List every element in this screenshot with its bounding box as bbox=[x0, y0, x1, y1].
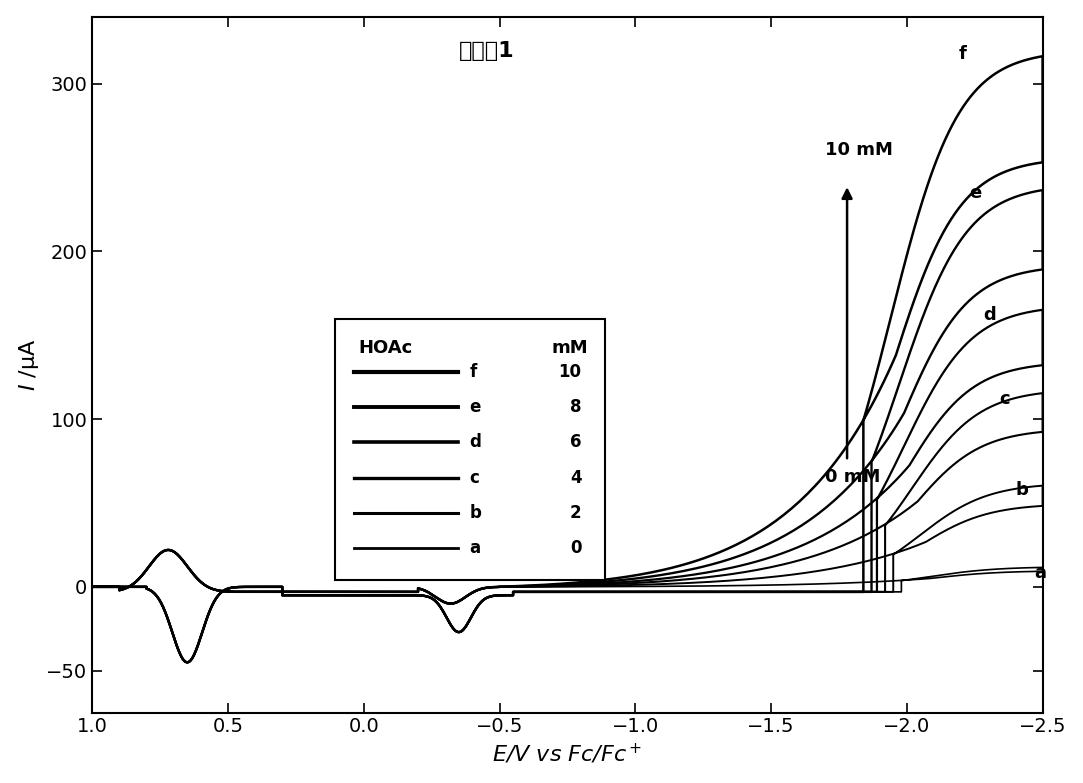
Text: f: f bbox=[958, 45, 966, 63]
Text: d: d bbox=[983, 306, 995, 324]
Text: 8: 8 bbox=[570, 398, 582, 416]
Text: 6: 6 bbox=[570, 433, 582, 451]
Text: HOAc: HOAc bbox=[358, 339, 413, 357]
Text: e: e bbox=[969, 184, 981, 202]
Text: c: c bbox=[1000, 390, 1009, 408]
Text: 4: 4 bbox=[570, 469, 582, 487]
Text: e: e bbox=[470, 398, 481, 416]
Text: d: d bbox=[470, 433, 481, 451]
Text: 0 mM: 0 mM bbox=[825, 468, 880, 486]
Text: 10: 10 bbox=[559, 363, 582, 381]
Text: a: a bbox=[470, 539, 481, 557]
Text: 10 mM: 10 mM bbox=[825, 141, 893, 159]
Bar bbox=[335, 319, 605, 580]
Y-axis label: $I$ /μA: $I$ /μA bbox=[16, 338, 41, 391]
X-axis label: $E$/V vs Fc/Fc$^+$: $E$/V vs Fc/Fc$^+$ bbox=[493, 742, 642, 767]
Text: f: f bbox=[470, 363, 477, 381]
Text: mM: mM bbox=[551, 339, 588, 357]
Text: 2: 2 bbox=[570, 504, 582, 522]
Text: 模拟牧1: 模拟牧1 bbox=[459, 41, 514, 61]
Text: b: b bbox=[1016, 481, 1028, 499]
Text: c: c bbox=[470, 469, 480, 487]
Text: b: b bbox=[470, 504, 481, 522]
Text: 0: 0 bbox=[570, 539, 582, 557]
Text: a: a bbox=[1034, 565, 1046, 583]
